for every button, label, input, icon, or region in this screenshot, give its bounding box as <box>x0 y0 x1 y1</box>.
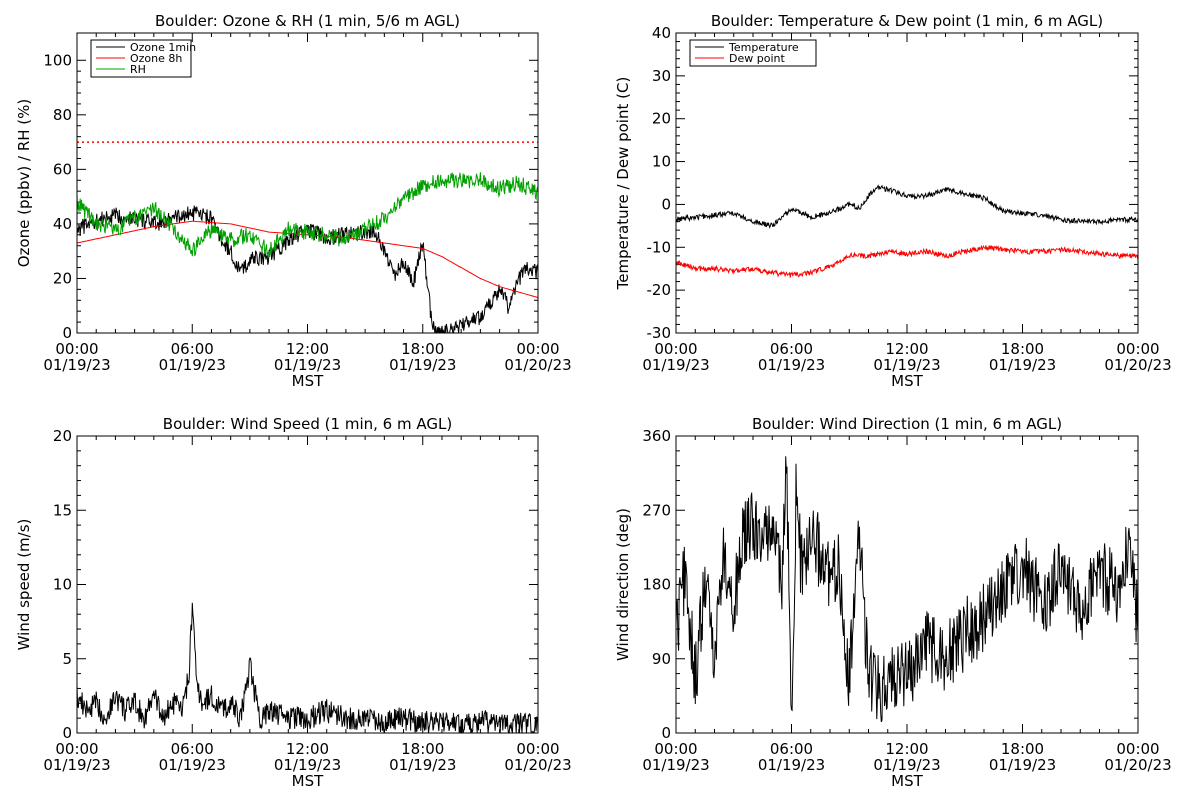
x-tick-label-date: 01/19/23 <box>758 356 825 374</box>
panel-1: Boulder: Temperature & Dew point (1 min,… <box>614 12 1172 390</box>
x-tick-label-date: 01/19/23 <box>43 756 110 774</box>
x-tick-label-date: 01/20/23 <box>504 356 571 374</box>
plot-frame <box>676 33 1138 333</box>
y-tick-label: 100 <box>43 51 72 69</box>
x-tick-label-date: 01/19/23 <box>159 756 226 774</box>
y-tick-label: 40 <box>53 215 72 233</box>
y-tick-label: 15 <box>53 501 72 519</box>
series-line <box>676 186 1138 228</box>
x-tick-label-date: 01/19/23 <box>873 356 940 374</box>
chart-title: Boulder: Wind Speed (1 min, 6 m AGL) <box>163 415 452 433</box>
y-tick-label: 270 <box>642 501 671 519</box>
plot-frame <box>77 436 538 733</box>
x-tick-label-date: 01/19/23 <box>274 356 341 374</box>
y-axis-label: Ozone (ppbv) / RH (%) <box>15 99 33 268</box>
y-tick-label: 60 <box>53 160 72 178</box>
x-tick-label-date: 01/19/23 <box>389 756 456 774</box>
chart-title: Boulder: Temperature & Dew point (1 min,… <box>711 12 1103 30</box>
x-tick-label-date: 01/19/23 <box>642 356 709 374</box>
y-tick-label: 40 <box>652 24 671 42</box>
x-tick-label-date: 01/20/23 <box>504 756 571 774</box>
y-tick-label: 80 <box>53 106 72 124</box>
legend-label: RH <box>130 63 146 76</box>
y-tick-label: 20 <box>652 110 671 128</box>
y-axis-label: Temperature / Dew point (C) <box>614 77 632 291</box>
series-line <box>77 172 538 256</box>
y-tick-label: 90 <box>652 650 671 668</box>
x-tick-label-date: 01/19/23 <box>274 756 341 774</box>
series-line <box>77 206 538 333</box>
y-tick-label: 5 <box>62 650 72 668</box>
panel-0: Boulder: Ozone & RH (1 min, 5/6 m AGL) Oz… <box>15 12 572 390</box>
figure: Boulder: Ozone & RH (1 min, 5/6 m AGL) Oz… <box>0 0 1200 800</box>
y-tick-label: 0 <box>661 195 671 213</box>
legend-label: Dew point <box>729 52 785 65</box>
y-axis-label: Wind speed (m/s) <box>15 519 33 651</box>
x-tick-label-date: 01/19/23 <box>159 356 226 374</box>
x-axis-label: MST <box>891 772 923 790</box>
y-tick-label: 180 <box>642 576 671 594</box>
x-tick-label-date: 01/20/23 <box>1104 356 1171 374</box>
chart-title: Boulder: Wind Direction (1 min, 6 m AGL) <box>752 415 1062 433</box>
x-axis-label: MST <box>292 772 324 790</box>
x-axis-label: MST <box>292 372 324 390</box>
y-tick-label: 10 <box>652 153 671 171</box>
y-tick-label: 10 <box>53 576 72 594</box>
x-axis-label: MST <box>891 372 923 390</box>
y-tick-label: -10 <box>647 238 672 256</box>
y-tick-label: 360 <box>642 427 671 445</box>
x-tick-label-date: 01/19/23 <box>43 356 110 374</box>
x-tick-label-date: 01/19/23 <box>389 356 456 374</box>
x-tick-label-date: 01/19/23 <box>642 756 709 774</box>
series-line <box>77 603 538 733</box>
chart-title: Boulder: Ozone & RH (1 min, 5/6 m AGL) <box>155 12 460 30</box>
y-tick-label: 20 <box>53 427 72 445</box>
y-axis-label: Wind direction (deg) <box>614 508 632 661</box>
x-tick-label-date: 01/20/23 <box>1104 756 1171 774</box>
panel-3: Boulder: Wind Direction (1 min, 6 m AGL)… <box>614 415 1172 790</box>
y-tick-label: 20 <box>53 269 72 287</box>
y-tick-label: 30 <box>652 67 671 85</box>
series-line <box>676 245 1138 277</box>
x-tick-label-date: 01/19/23 <box>989 356 1056 374</box>
x-tick-label-date: 01/19/23 <box>758 756 825 774</box>
panel-2: Boulder: Wind Speed (1 min, 6 m AGL) Wind… <box>15 415 572 790</box>
y-tick-label: -20 <box>647 281 672 299</box>
series-line <box>676 456 1138 722</box>
x-tick-label-date: 01/19/23 <box>873 756 940 774</box>
x-tick-label-date: 01/19/23 <box>989 756 1056 774</box>
